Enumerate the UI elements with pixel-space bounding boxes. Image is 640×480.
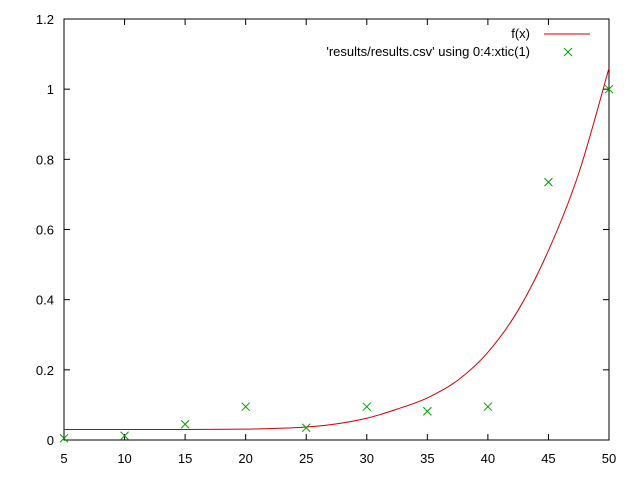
data-point <box>59 433 69 443</box>
plot-frame <box>63 18 610 441</box>
y-tick-label: 1 <box>47 82 54 97</box>
data-point <box>604 84 614 94</box>
y-tick-label: 0.4 <box>36 293 54 308</box>
legend-label-results: 'results/results.csv' using 0:4:xtic(1) <box>326 44 530 59</box>
plot-area <box>59 67 614 443</box>
x-tick-label: 15 <box>178 451 192 466</box>
y-tick-label: 0 <box>47 433 54 448</box>
x-tick-label: 20 <box>238 451 252 466</box>
x-tick-label: 25 <box>299 451 313 466</box>
data-point <box>483 402 493 412</box>
x-tick-label: 45 <box>541 451 555 466</box>
y-tick-label: 0.6 <box>36 223 54 238</box>
data-point <box>241 402 251 412</box>
data-point <box>301 423 311 433</box>
series-line-fx <box>63 67 610 431</box>
x-tick-label: 50 <box>602 451 616 466</box>
x-tick-label: 10 <box>117 451 131 466</box>
x-axis: 5 10 15 20 25 30 35 40 45 50 <box>60 19 616 466</box>
x-tick-label: 40 <box>481 451 495 466</box>
legend: f(x) 'results/results.csv' using 0:4:xti… <box>326 26 590 59</box>
y-tick-label: 1.2 <box>36 12 54 27</box>
x-tick-label: 30 <box>360 451 374 466</box>
y-tick-label: 0.2 <box>36 363 54 378</box>
y-axis: 0 0.2 0.4 0.6 0.8 1 1.2 <box>36 12 609 448</box>
legend-label-fx: f(x) <box>511 26 530 41</box>
data-point <box>180 419 190 429</box>
data-point <box>362 402 372 412</box>
x-tick-label: 5 <box>60 451 67 466</box>
x-tick-label: 35 <box>420 451 434 466</box>
data-point <box>120 431 129 441</box>
y-tick-label: 0.8 <box>36 152 54 167</box>
legend-swatch-results <box>563 47 573 57</box>
data-point <box>422 406 432 416</box>
data-point <box>544 177 553 187</box>
